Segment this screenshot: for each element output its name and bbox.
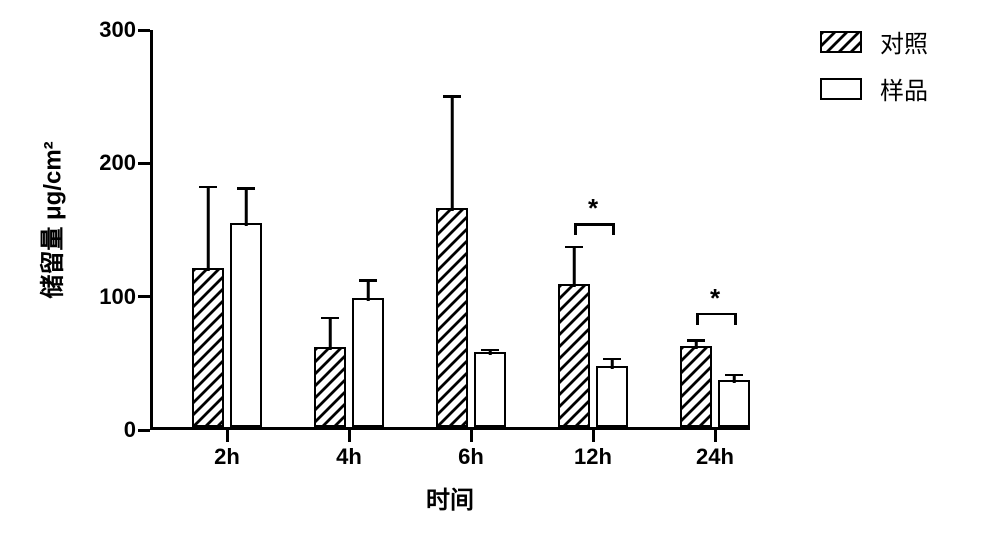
error-cap	[321, 317, 339, 320]
legend-label-control: 对照	[880, 24, 928, 59]
error-cap	[237, 187, 255, 190]
bar	[474, 352, 506, 427]
error-bar	[733, 375, 736, 383]
x-tick	[714, 430, 717, 442]
error-cap	[481, 349, 499, 352]
y-axis-label: 储留量 μg/cm²	[33, 141, 68, 298]
chart-container: 储留量 μg/cm² 时间 01002003002h4h6h12h24h**	[60, 20, 780, 520]
significance-bracket-drop	[574, 223, 577, 235]
x-tick	[470, 430, 473, 442]
error-cap	[603, 358, 621, 361]
y-tick	[138, 429, 150, 432]
bar	[192, 268, 224, 427]
y-tick	[138, 29, 150, 32]
error-bar	[245, 189, 248, 226]
x-tick-label: 4h	[336, 444, 362, 470]
bar	[718, 380, 750, 427]
error-cap	[359, 279, 377, 282]
x-tick-label: 24h	[696, 444, 734, 470]
error-bar	[611, 359, 614, 368]
y-tick-label: 200	[76, 150, 136, 176]
error-cap	[199, 186, 217, 189]
legend-swatch-plain	[820, 78, 862, 100]
bar	[596, 366, 628, 427]
x-tick-label: 6h	[458, 444, 484, 470]
x-axis	[150, 427, 750, 430]
x-axis-label: 时间	[426, 480, 474, 515]
error-cap	[725, 374, 743, 377]
error-bar	[329, 318, 332, 350]
y-axis	[150, 30, 153, 430]
legend-swatch-hatch	[820, 31, 862, 53]
x-tick	[592, 430, 595, 442]
error-bar	[207, 187, 210, 271]
error-bar	[451, 97, 454, 212]
legend-item-sample: 样品	[820, 71, 928, 106]
bar	[352, 298, 384, 427]
legend: 对照 样品	[820, 24, 928, 118]
bar	[230, 223, 262, 427]
bar	[680, 346, 712, 427]
significance-marker: *	[588, 193, 598, 224]
error-bar	[367, 281, 370, 301]
bar	[314, 347, 346, 427]
bar	[436, 208, 468, 427]
legend-item-control: 对照	[820, 24, 928, 59]
x-tick	[226, 430, 229, 442]
y-tick-label: 100	[76, 284, 136, 310]
error-cap	[565, 246, 583, 249]
y-tick-label: 0	[76, 417, 136, 443]
legend-label-sample: 样品	[880, 71, 928, 106]
error-bar	[573, 247, 576, 287]
bar	[558, 284, 590, 427]
plot-area: 01002003002h4h6h12h24h**	[150, 30, 750, 430]
significance-bracket-drop	[734, 313, 737, 325]
significance-marker: *	[710, 283, 720, 314]
x-tick	[348, 430, 351, 442]
error-cap	[443, 95, 461, 98]
significance-bracket-drop	[612, 223, 615, 235]
y-tick	[138, 295, 150, 298]
y-tick	[138, 162, 150, 165]
error-bar	[695, 341, 698, 349]
significance-bracket-drop	[696, 313, 699, 325]
x-tick-label: 2h	[214, 444, 240, 470]
error-cap	[687, 339, 705, 342]
y-tick-label: 300	[76, 17, 136, 43]
x-tick-label: 12h	[574, 444, 612, 470]
